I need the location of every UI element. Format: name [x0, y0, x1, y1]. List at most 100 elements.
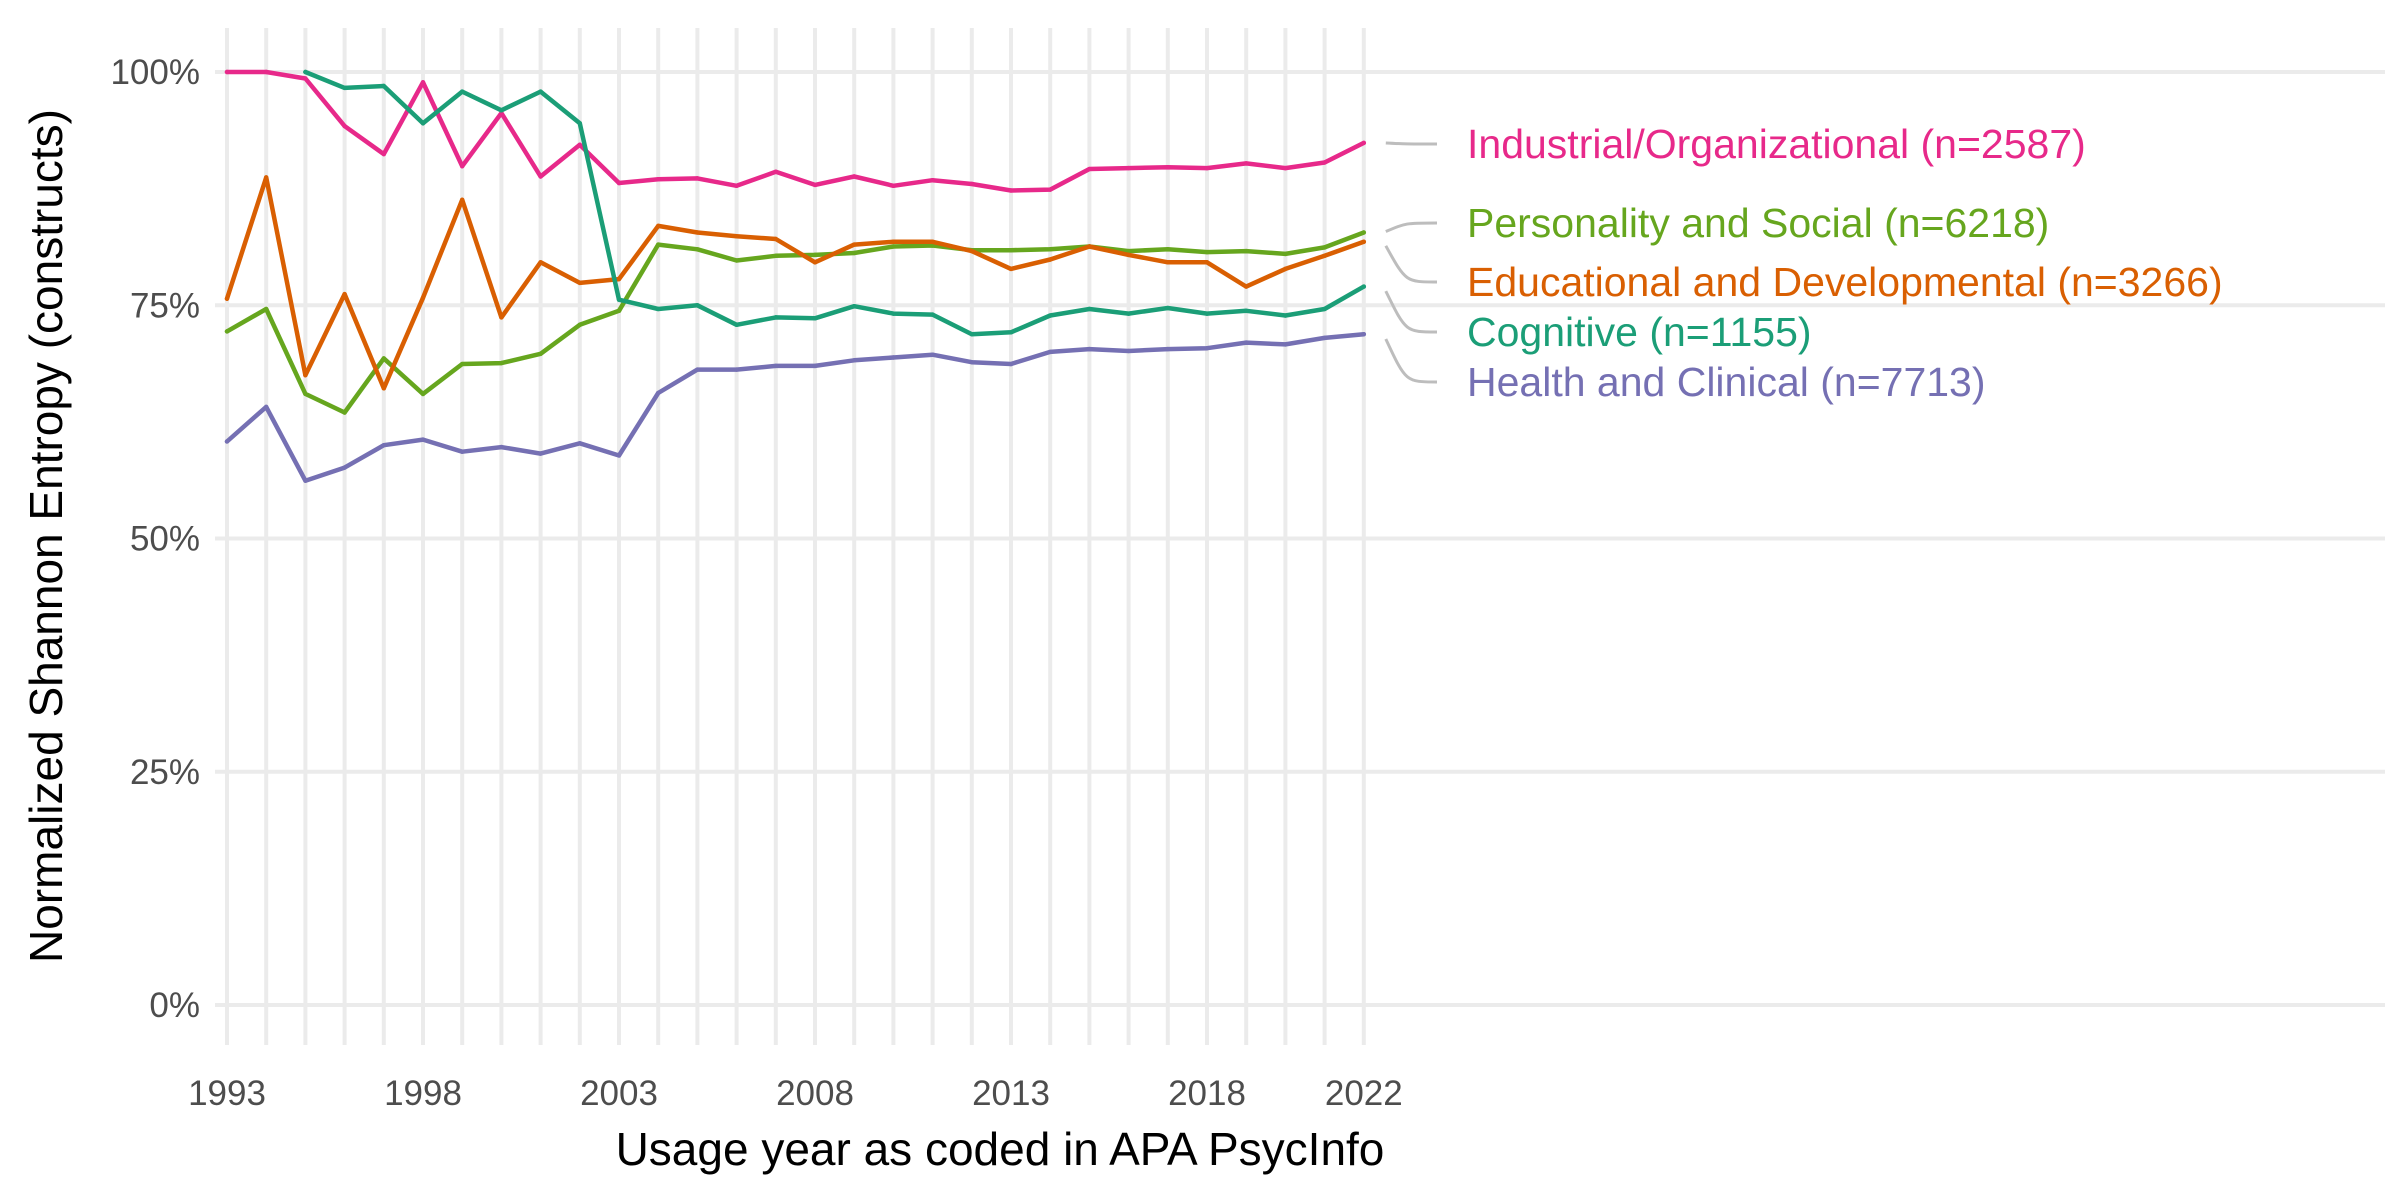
data-point [499, 444, 504, 450]
legend-label: Health and Clinical (n=7713) [1467, 359, 1986, 405]
legend-label: Cognitive (n=1155) [1467, 309, 1812, 355]
series-line-1 [224, 230, 1367, 415]
legend-leader-line [1385, 141, 1438, 146]
data-point [1244, 340, 1249, 345]
data-point [264, 69, 269, 75]
data-point [499, 360, 504, 366]
data-point [1087, 244, 1092, 249]
data-point [1008, 188, 1014, 193]
data-point [342, 410, 347, 415]
x-tick-labels: 1993 1998 2003 2008 2013 2018 2022 [188, 1074, 1403, 1113]
data-point [420, 121, 426, 126]
data-point [930, 178, 935, 183]
data-point [812, 316, 818, 321]
data-point [930, 312, 935, 317]
data-point [1126, 311, 1131, 316]
data-point [381, 443, 386, 448]
data-point [224, 296, 230, 301]
data-point [616, 180, 622, 186]
data-point [460, 449, 465, 454]
data-point [1283, 342, 1288, 347]
data-point [891, 355, 896, 360]
x-tick-label: 1998 [384, 1074, 462, 1113]
data-point [1361, 239, 1367, 245]
data-point [264, 306, 269, 312]
series-line-0 [224, 69, 1367, 193]
data-point [1008, 330, 1014, 335]
data-point [734, 183, 739, 189]
data-point [656, 242, 661, 247]
data-point [852, 303, 857, 309]
data-point [812, 252, 818, 258]
data-point [1165, 164, 1171, 170]
data-point [538, 174, 543, 179]
data-point [656, 223, 661, 229]
data-point [891, 239, 896, 245]
data-point [1244, 161, 1249, 166]
data-point [852, 242, 857, 247]
data-point [1283, 266, 1288, 272]
data-point [538, 451, 543, 456]
data-point [1244, 308, 1249, 314]
data-point [1322, 306, 1327, 312]
data-point [773, 253, 778, 259]
data-point [616, 276, 622, 282]
data-point [224, 69, 230, 75]
data-point [656, 306, 661, 312]
data-point [264, 404, 269, 410]
y-tick-label: 75% [130, 286, 200, 325]
y-tick-labels: 0% 25% 50% 75% 100% [110, 53, 200, 1025]
data-point [1087, 346, 1092, 352]
data-point [381, 386, 386, 391]
data-point [1204, 345, 1210, 351]
x-tick-label: 2022 [1325, 1074, 1403, 1113]
data-point [1008, 266, 1014, 272]
data-point [1126, 165, 1131, 171]
series-line-3 [303, 69, 1367, 337]
data-point [1244, 284, 1249, 289]
legend-leader-line [1384, 290, 1438, 334]
data-point [460, 361, 465, 367]
y-tick-label: 0% [149, 986, 200, 1025]
data-point [1087, 166, 1092, 172]
data-point [303, 478, 308, 483]
data-point [695, 247, 700, 252]
data-point [969, 248, 974, 254]
data-point [969, 359, 974, 365]
data-point [852, 250, 857, 256]
data-point [1361, 140, 1367, 146]
data-point [616, 308, 622, 314]
data-point [499, 315, 504, 320]
data-point [773, 315, 778, 320]
data-point [303, 373, 308, 378]
data-point [773, 236, 778, 242]
data-point [224, 439, 230, 444]
data-point [381, 151, 386, 157]
data-point [656, 390, 661, 396]
legend-leader-line [1385, 221, 1438, 233]
y-tick-label: 25% [130, 753, 200, 792]
data-point [303, 391, 308, 397]
legend-label: Educational and Developmental (n=3266) [1467, 259, 2223, 305]
series-line-2 [224, 175, 1367, 391]
data-point [695, 176, 700, 181]
data-point [1361, 331, 1367, 337]
data-point [1126, 348, 1131, 354]
data-point [460, 197, 465, 203]
x-tick-label: 2003 [580, 1074, 658, 1113]
data-point [1283, 313, 1288, 318]
data-point [1204, 165, 1210, 171]
data-point [342, 291, 347, 297]
y-axis-title: Normalized Shannon Entropy (constructs) [20, 109, 72, 963]
data-point [577, 441, 582, 446]
data-point [577, 142, 582, 147]
data-point [1008, 361, 1014, 367]
grid [215, 28, 2385, 1045]
data-point [1204, 260, 1210, 265]
data-point [773, 169, 778, 175]
data-point [342, 85, 347, 91]
data-point [1008, 248, 1014, 253]
data-point [1204, 311, 1210, 316]
data-point [773, 363, 778, 369]
